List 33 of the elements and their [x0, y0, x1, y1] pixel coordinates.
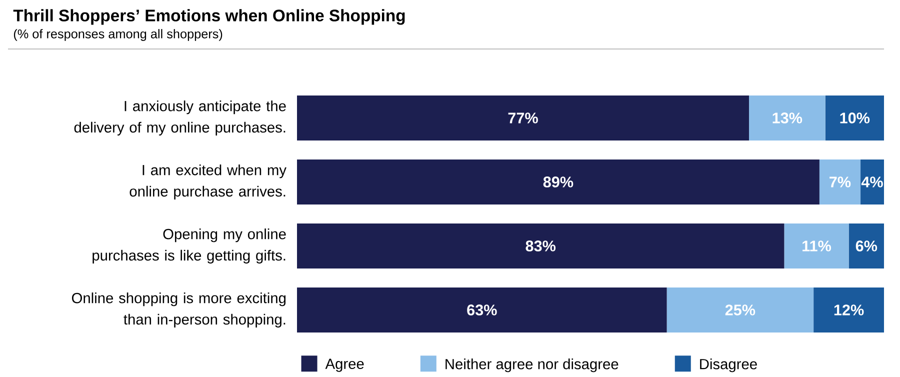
bar — [748, 96, 826, 141]
data-label: 89% — [543, 176, 574, 188]
legend-label: Disagree — [700, 358, 757, 372]
data-label: 77% — [508, 112, 538, 124]
bar — [297, 160, 820, 205]
data-label: 13% — [772, 112, 802, 124]
bar — [297, 96, 749, 141]
legend-label: Agree — [325, 358, 364, 372]
bar — [297, 288, 667, 333]
data-label: 12% — [834, 304, 864, 316]
bar — [848, 224, 884, 269]
text: (% of responses among all shoppers) — [14, 29, 222, 42]
y-tick-label: I am excited when my online purchase arrives. — [130, 164, 286, 200]
bar — [297, 224, 784, 269]
legend-label: Neither agree nor disagree — [446, 358, 618, 372]
data-label: 11% — [802, 240, 832, 252]
bar — [814, 288, 884, 333]
y-tick-label: I anxiously anticipate the delivery of my online purchases. — [74, 100, 286, 136]
data-label: 83% — [526, 240, 556, 252]
data-label: 63% — [467, 304, 497, 316]
data-label: 6% — [856, 240, 878, 252]
y-tick-label: Online shopping is more exciting than in-person shopping. — [72, 292, 286, 328]
y-tick-label: Opening my online purchases is like getting gifts. — [92, 228, 286, 264]
data-label: 10% — [840, 112, 870, 124]
bar — [784, 224, 849, 269]
bar — [819, 160, 861, 205]
bar — [666, 288, 814, 333]
data-label: 7% — [830, 176, 851, 188]
data-label: 25% — [725, 304, 756, 316]
chart-title: Thrill Shoppers’ Emotions when Online Shopping — [13, 9, 405, 25]
bar — [825, 96, 884, 141]
bar — [860, 160, 884, 205]
data-label: 4% — [861, 176, 883, 188]
